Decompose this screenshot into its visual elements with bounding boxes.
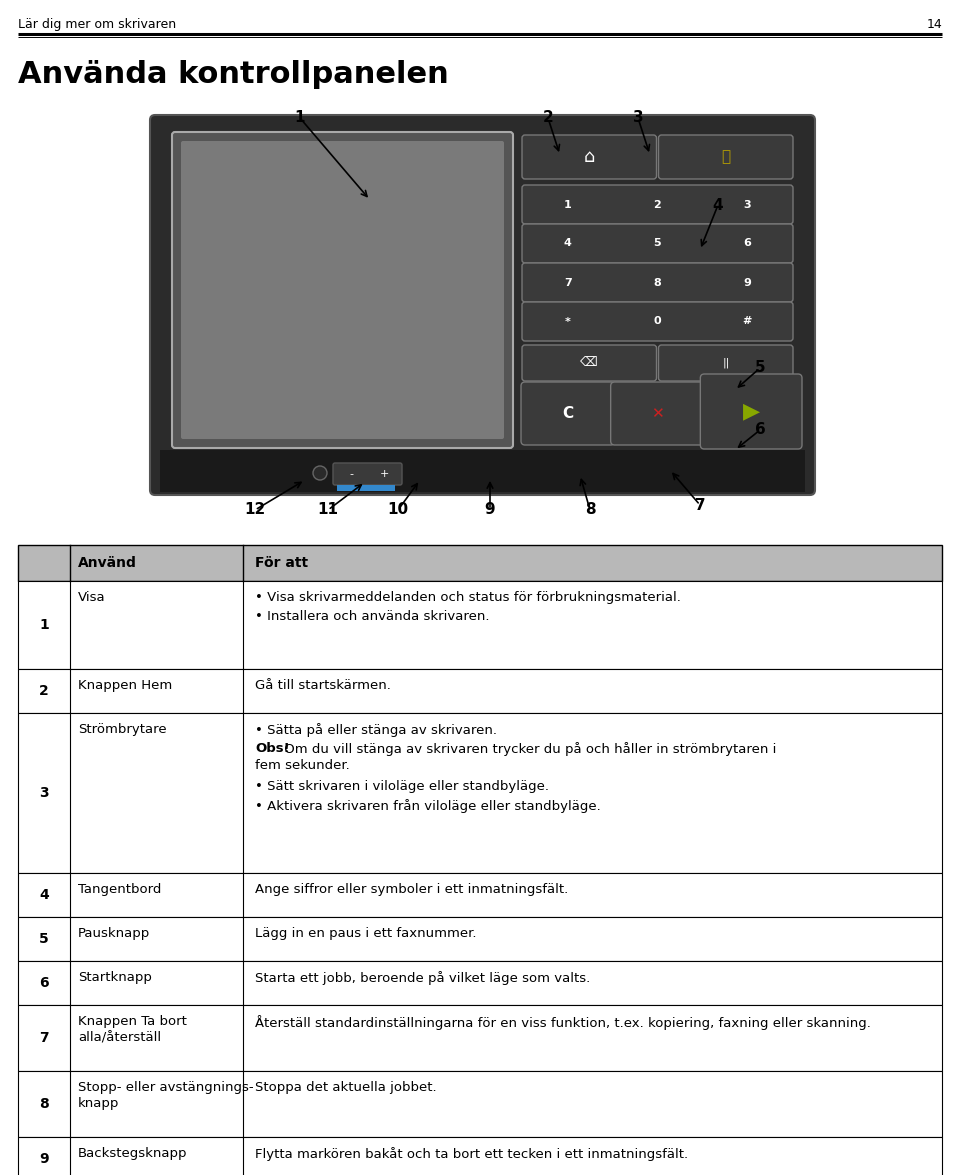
- Text: 11: 11: [318, 503, 339, 517]
- FancyBboxPatch shape: [172, 132, 513, 448]
- Bar: [18, 873, 942, 916]
- Text: *: *: [564, 316, 571, 327]
- Text: 8: 8: [654, 277, 661, 288]
- Text: Obs!: Obs!: [255, 741, 290, 756]
- Text: 7: 7: [564, 277, 572, 288]
- Bar: [160, 450, 805, 492]
- Text: För att: För att: [255, 556, 308, 570]
- FancyBboxPatch shape: [522, 302, 793, 341]
- Text: Lägg in en paus i ett faxnummer.: Lägg in en paus i ett faxnummer.: [255, 927, 476, 940]
- Text: • Aktivera skrivaren från viloläge eller standbyläge.: • Aktivera skrivaren från viloläge eller…: [255, 799, 601, 813]
- Text: 10: 10: [388, 503, 409, 517]
- Text: Ange siffror eller symboler i ett inmatningsfält.: Ange siffror eller symboler i ett inmatn…: [255, 882, 568, 897]
- Text: Startknapp: Startknapp: [78, 971, 152, 983]
- Text: Knappen Hem: Knappen Hem: [78, 679, 172, 692]
- Bar: [18, 1005, 942, 1070]
- Bar: [18, 713, 942, 873]
- Text: Strömbrytare: Strömbrytare: [78, 723, 167, 736]
- Text: Pausknapp: Pausknapp: [78, 927, 151, 940]
- Bar: [18, 916, 942, 961]
- Text: • Sätta på eller stänga av skrivaren.: • Sätta på eller stänga av skrivaren.: [255, 723, 497, 737]
- Text: ⏻: ⏻: [721, 149, 731, 164]
- FancyBboxPatch shape: [522, 263, 793, 302]
- Text: 5: 5: [755, 361, 765, 376]
- Text: Stoppa det aktuella jobbet.: Stoppa det aktuella jobbet.: [255, 1081, 437, 1094]
- Text: 7: 7: [695, 497, 706, 512]
- Circle shape: [313, 466, 327, 481]
- Text: 1: 1: [564, 200, 572, 209]
- Text: 3: 3: [633, 110, 643, 126]
- Text: ✕: ✕: [651, 407, 664, 421]
- Text: Tangentbord: Tangentbord: [78, 882, 161, 897]
- Text: C: C: [563, 407, 573, 421]
- Text: Visa: Visa: [78, 591, 106, 604]
- Bar: [18, 1070, 942, 1137]
- Bar: [337, 485, 395, 491]
- FancyBboxPatch shape: [659, 345, 793, 381]
- FancyBboxPatch shape: [701, 374, 802, 449]
- Text: 6: 6: [743, 239, 751, 248]
- Text: #: #: [742, 316, 752, 327]
- Text: 5: 5: [39, 932, 49, 946]
- Text: fem sekunder.: fem sekunder.: [255, 759, 349, 772]
- Text: • Sätt skrivaren i viloläge eller standbyläge.: • Sätt skrivaren i viloläge eller standb…: [255, 780, 549, 793]
- Text: 4: 4: [39, 888, 49, 902]
- Text: ⌫: ⌫: [581, 356, 598, 369]
- Text: Stopp- eller avstängnings-
knapp: Stopp- eller avstängnings- knapp: [78, 1081, 253, 1110]
- FancyBboxPatch shape: [659, 135, 793, 179]
- Bar: [18, 1137, 942, 1175]
- Text: 2: 2: [654, 200, 661, 209]
- Text: ||: ||: [722, 357, 730, 368]
- Text: 8: 8: [585, 503, 595, 517]
- Text: 8: 8: [39, 1097, 49, 1112]
- Text: 4: 4: [564, 239, 572, 248]
- Text: 0: 0: [654, 316, 661, 327]
- FancyBboxPatch shape: [522, 345, 657, 381]
- Text: Starta ett jobb, beroende på vilket läge som valts.: Starta ett jobb, beroende på vilket läge…: [255, 971, 590, 985]
- Text: +: +: [379, 469, 389, 479]
- Text: 12: 12: [245, 503, 266, 517]
- Text: Knappen Ta bort
alla/återställ: Knappen Ta bort alla/återställ: [78, 1015, 187, 1045]
- Text: Lär dig mer om skrivaren: Lär dig mer om skrivaren: [18, 18, 176, 31]
- Text: • Visa skrivarmeddelanden och status för förbrukningsmaterial.: • Visa skrivarmeddelanden och status för…: [255, 591, 681, 604]
- Text: 14: 14: [926, 18, 942, 31]
- Text: Backstegsknapp: Backstegsknapp: [78, 1147, 187, 1160]
- Text: 3: 3: [39, 786, 49, 800]
- FancyBboxPatch shape: [522, 135, 657, 179]
- Text: 6: 6: [39, 976, 49, 991]
- Text: 2: 2: [542, 110, 553, 126]
- Text: 5: 5: [654, 239, 661, 248]
- Bar: [18, 961, 942, 1005]
- FancyBboxPatch shape: [521, 382, 614, 445]
- Text: 9: 9: [39, 1152, 49, 1166]
- Text: Använd: Använd: [78, 556, 137, 570]
- Text: Återställ standardinställningarna för en viss funktion, t.ex. kopiering, faxning: Återställ standardinställningarna för en…: [255, 1015, 871, 1030]
- Bar: [18, 669, 942, 713]
- Text: 9: 9: [485, 503, 495, 517]
- Bar: [18, 580, 942, 669]
- FancyBboxPatch shape: [522, 224, 793, 263]
- Text: ▶: ▶: [743, 402, 759, 422]
- Text: 9: 9: [743, 277, 751, 288]
- Text: 2: 2: [39, 684, 49, 698]
- Text: 3: 3: [743, 200, 751, 209]
- Text: • Installera och använda skrivaren.: • Installera och använda skrivaren.: [255, 610, 490, 623]
- FancyBboxPatch shape: [181, 141, 504, 439]
- Text: 1: 1: [295, 110, 305, 126]
- FancyBboxPatch shape: [150, 115, 815, 495]
- Text: 1: 1: [39, 618, 49, 632]
- Text: -: -: [349, 469, 353, 479]
- FancyBboxPatch shape: [611, 382, 705, 445]
- FancyBboxPatch shape: [333, 463, 402, 485]
- Text: Använda kontrollpanelen: Använda kontrollpanelen: [18, 60, 448, 89]
- Text: Om du vill stänga av skrivaren trycker du på och håller in strömbrytaren i: Om du vill stänga av skrivaren trycker d…: [279, 741, 777, 756]
- Text: ⌂: ⌂: [584, 148, 595, 166]
- FancyBboxPatch shape: [522, 184, 793, 224]
- Text: Gå till startskärmen.: Gå till startskärmen.: [255, 679, 391, 692]
- Text: 4: 4: [712, 197, 723, 213]
- Text: Flytta markören bakåt och ta bort ett tecken i ett inmatningsfält.: Flytta markören bakåt och ta bort ett te…: [255, 1147, 688, 1161]
- Text: 7: 7: [39, 1030, 49, 1045]
- Bar: [18, 545, 942, 580]
- Text: 6: 6: [755, 423, 765, 437]
